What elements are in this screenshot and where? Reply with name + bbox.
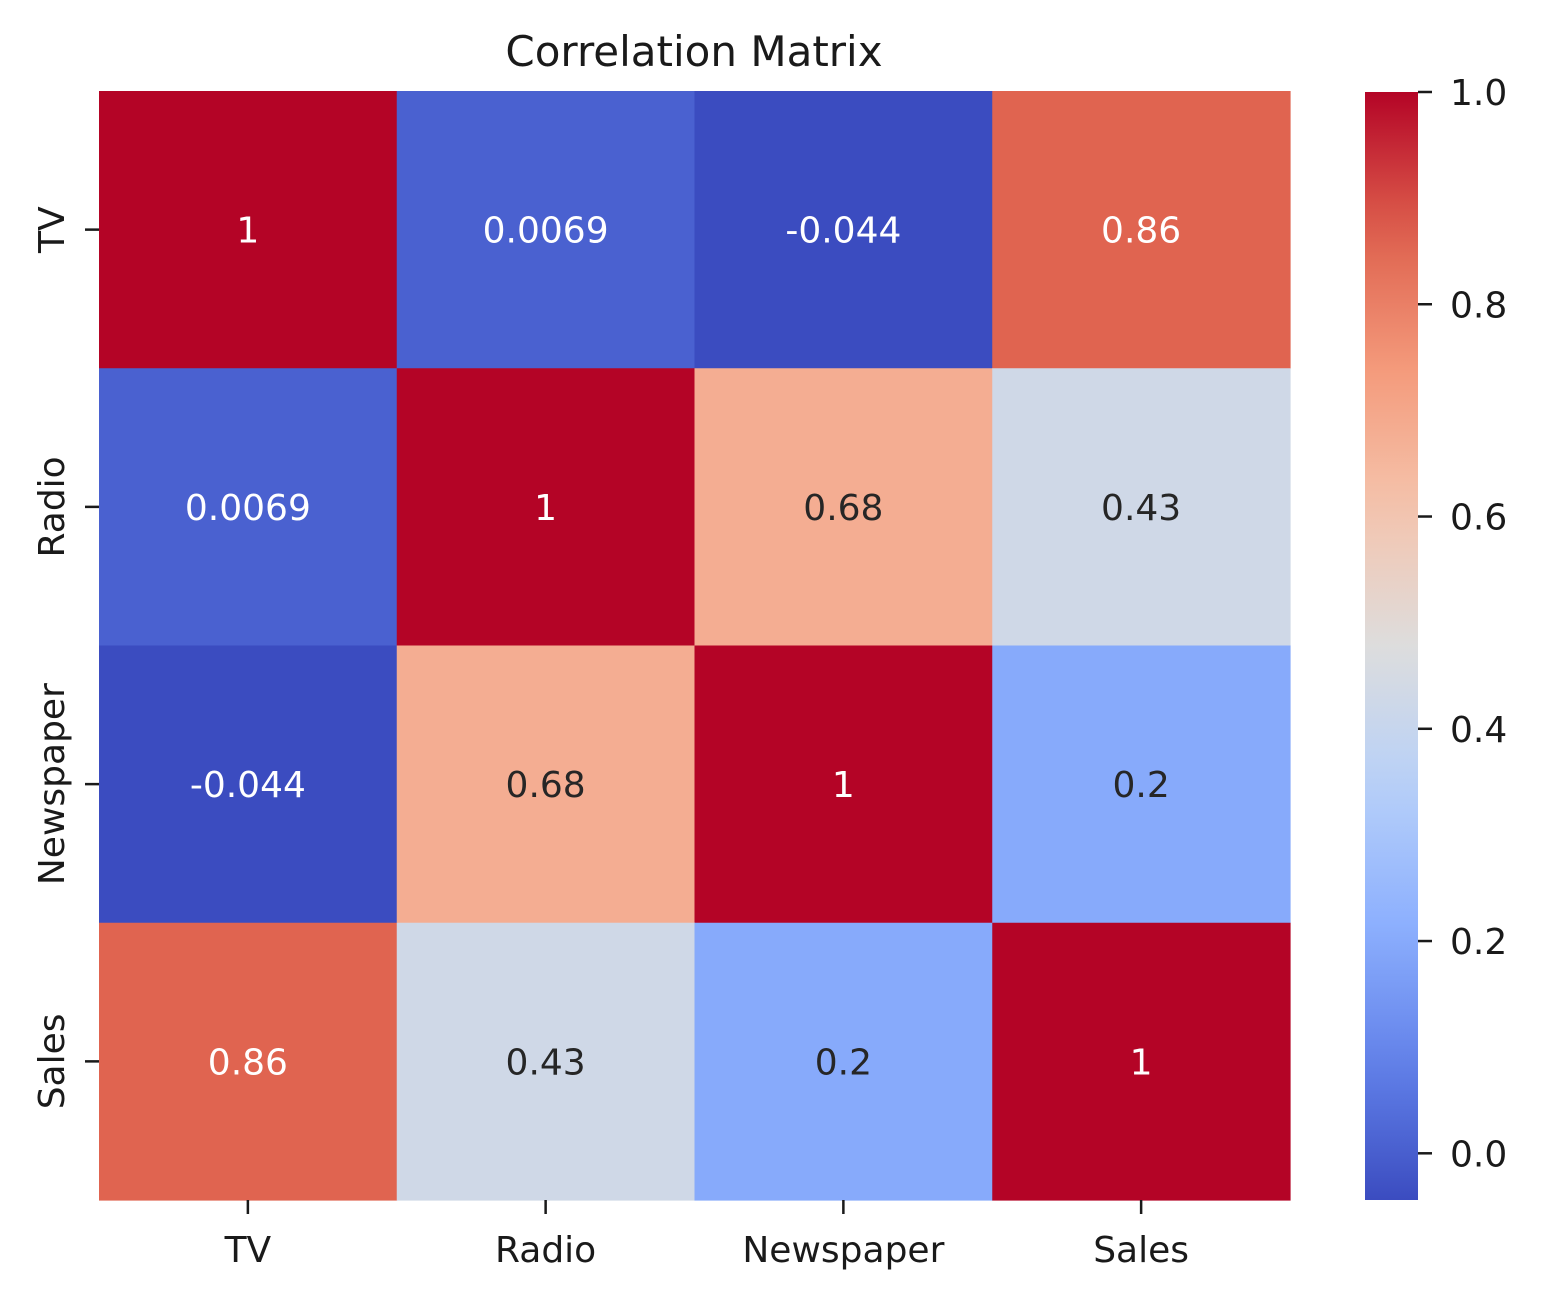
y-tick-label: Radio bbox=[32, 456, 73, 557]
heatmap-cell-sales-radio bbox=[396, 922, 696, 1201]
cell-value-label: -0.044 bbox=[190, 765, 306, 806]
heatmap-cell-newspaper-newspaper bbox=[694, 645, 993, 924]
cell-value-label: -0.044 bbox=[785, 211, 901, 252]
heatmap-cell-newspaper-tv bbox=[99, 645, 398, 924]
heatmap-cell-sales-newspaper bbox=[694, 922, 993, 1201]
colorbar-tick-label: 0.2 bbox=[1450, 922, 1507, 963]
y-tick-label: TV bbox=[32, 206, 73, 254]
cell-value-label: 0.68 bbox=[803, 488, 883, 529]
heatmap-cell-radio-newspaper bbox=[694, 368, 993, 647]
cell-value-label: 1 bbox=[832, 765, 855, 806]
cell-value-label: 1 bbox=[236, 211, 259, 252]
heatmap-cells bbox=[99, 91, 1291, 1201]
cell-value-label: 0.43 bbox=[506, 1042, 586, 1083]
cell-value-label: 0.43 bbox=[1101, 488, 1181, 529]
x-tick-label: Radio bbox=[495, 1230, 596, 1271]
heatmap-cell-tv-sales bbox=[992, 91, 1291, 369]
cell-value-label: 0.68 bbox=[506, 765, 586, 806]
x-tick-label: Sales bbox=[1093, 1230, 1189, 1271]
heatmap-cell-sales-sales bbox=[992, 922, 1291, 1201]
colorbar-tick-label: 0.4 bbox=[1450, 710, 1507, 751]
y-tick-label: Sales bbox=[32, 1013, 73, 1109]
y-axis: TV Radio Newspaper Sales bbox=[32, 206, 99, 1109]
cell-value-label: 0.86 bbox=[1101, 211, 1181, 252]
cell-value-label: 0.86 bbox=[208, 1042, 288, 1083]
x-axis: TV Radio Newspaper Sales bbox=[224, 1200, 1189, 1271]
cell-value-label: 0.2 bbox=[815, 1042, 872, 1083]
heatmap-cell-tv-radio bbox=[396, 91, 696, 369]
cell-value-label: 0.2 bbox=[1112, 765, 1169, 806]
colorbar-tick-label: 0.8 bbox=[1450, 285, 1507, 326]
colorbar: 0.0 0.2 0.4 0.6 0.8 1.0 bbox=[1365, 73, 1507, 1200]
colorbar-tick-label: 0.6 bbox=[1450, 498, 1507, 539]
cell-value-label: 1 bbox=[534, 488, 557, 529]
heatmap-cell-radio-tv bbox=[99, 368, 398, 647]
x-tick-label: Newspaper bbox=[742, 1230, 944, 1271]
cell-value-label: 1 bbox=[1130, 1042, 1153, 1083]
heatmap-cell-newspaper-radio bbox=[396, 645, 696, 924]
heatmap-cell-tv-newspaper bbox=[694, 91, 993, 369]
colorbar-tick-label: 1.0 bbox=[1450, 73, 1507, 114]
heatmap-cell-tv-tv bbox=[99, 91, 398, 369]
colorbar-tick-label: 0.0 bbox=[1450, 1134, 1507, 1175]
heatmap-cell-newspaper-sales bbox=[992, 645, 1291, 924]
colorbar-gradient bbox=[1365, 92, 1418, 1200]
chart-title: Correlation Matrix bbox=[505, 27, 882, 76]
cell-value-label: 0.0069 bbox=[185, 488, 311, 529]
y-tick-label: Newspaper bbox=[32, 683, 73, 885]
heatmap-cell-sales-tv bbox=[99, 922, 398, 1201]
heatmap-cell-radio-radio bbox=[396, 368, 696, 647]
heatmap-cell-labels: 1 0.0069 -0.044 0.86 0.0069 1 0.68 0.43 -0.044 0.… bbox=[185, 211, 1181, 1084]
x-tick-label: TV bbox=[224, 1230, 272, 1271]
heatmap-cell-radio-sales bbox=[992, 368, 1291, 647]
cell-value-label: 0.0069 bbox=[483, 211, 609, 252]
